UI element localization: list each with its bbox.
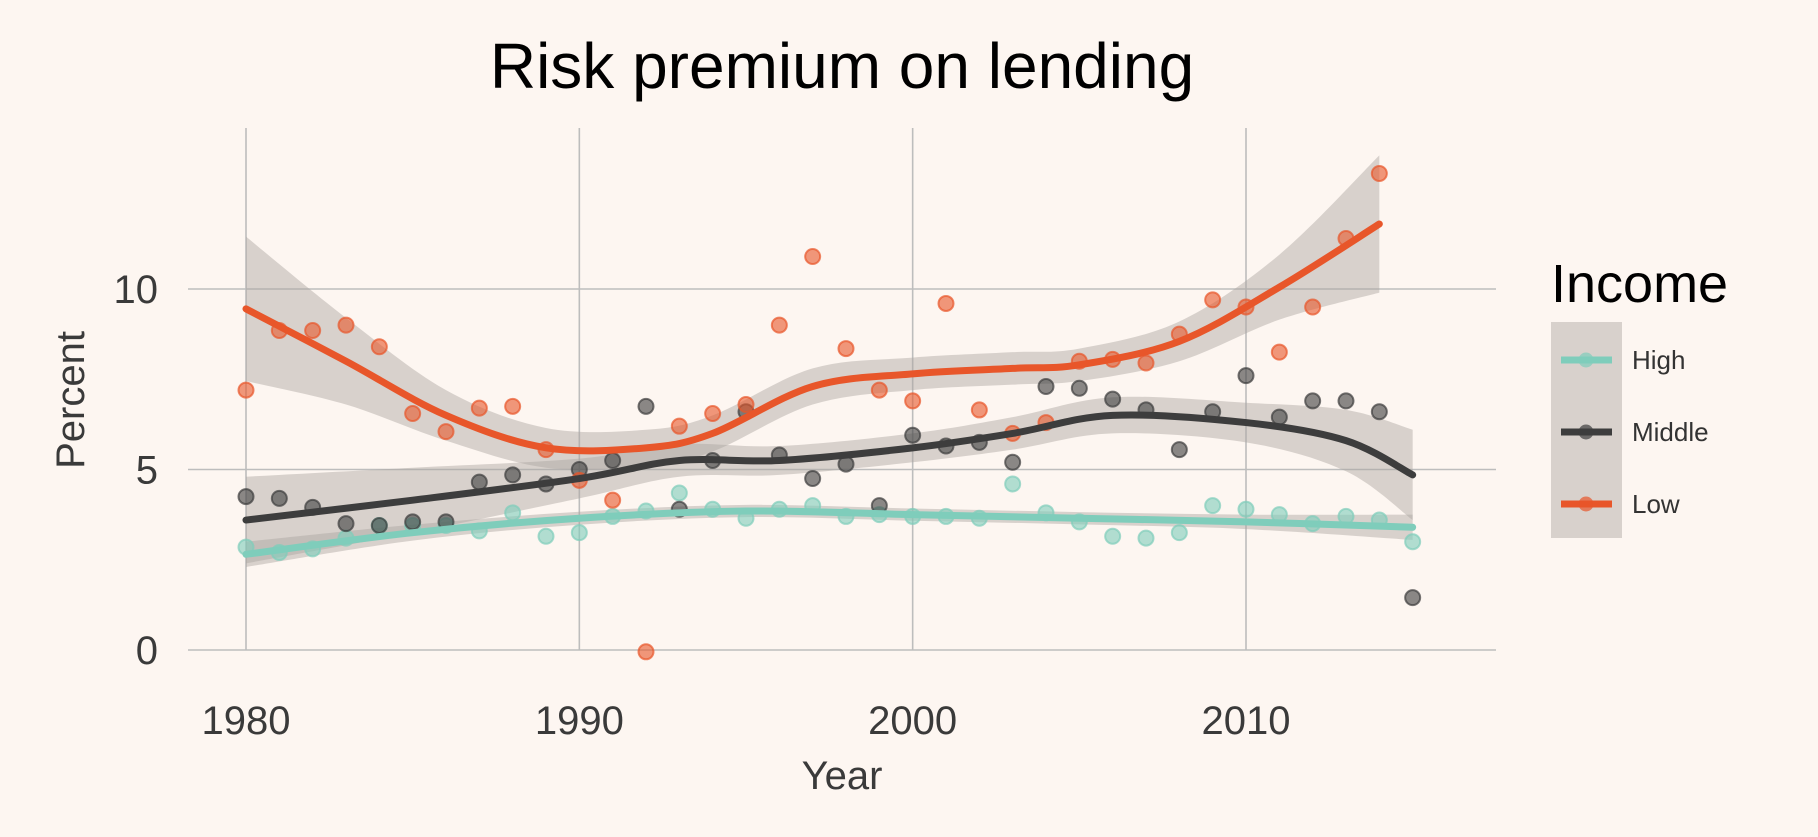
legend-label-middle: Middle [1632, 417, 1709, 447]
point-middle-2010 [1237, 367, 1255, 385]
point-middle-2014 [1370, 403, 1388, 421]
point-low-1997 [804, 248, 822, 266]
legend: Income High Middle Low [1551, 254, 1728, 538]
tick-labels: 1980 1990 2000 2010 0 5 10 [114, 268, 1291, 743]
point-middle-1981 [270, 489, 288, 507]
point-low-2007 [1137, 354, 1155, 372]
point-middle-1991 [604, 451, 622, 469]
point-middle-1997 [804, 470, 822, 488]
point-middle-1988 [504, 466, 522, 484]
point-middle-1983 [337, 515, 355, 533]
point-middle-2012 [1304, 392, 1322, 410]
point-low-1980 [237, 381, 255, 399]
y-axis-title: Percent [49, 331, 93, 469]
point-middle-1992 [637, 397, 655, 415]
legend-point-low [1578, 496, 1594, 512]
point-high-2010 [1237, 500, 1255, 518]
point-high-1990 [570, 524, 588, 542]
point-middle-2004 [1037, 377, 1055, 395]
x-axis-title: Year [802, 754, 883, 798]
x-tick-label-1980: 1980 [202, 699, 291, 743]
point-low-1985 [404, 405, 422, 423]
point-low-1984 [370, 338, 388, 356]
legend-item-high: High [1561, 345, 1685, 375]
point-low-1982 [304, 322, 322, 340]
point-high-1993 [670, 484, 688, 502]
point-middle-2006 [1104, 390, 1122, 408]
point-middle-2003 [1004, 453, 1022, 471]
point-high-2008 [1170, 524, 1188, 542]
legend-item-middle: Middle [1561, 417, 1709, 447]
legend-point-middle [1578, 424, 1594, 440]
point-low-1993 [670, 417, 688, 435]
point-middle-1985 [404, 513, 422, 531]
point-high-2009 [1204, 497, 1222, 515]
point-middle-2013 [1337, 392, 1355, 410]
point-middle-2011 [1270, 408, 1288, 426]
point-low-1992 [637, 643, 655, 661]
legend-label-high: High [1632, 345, 1685, 375]
x-tick-label-1990: 1990 [535, 699, 624, 743]
trend-line-low [242, 220, 1383, 455]
point-low-2011 [1270, 343, 1288, 361]
point-low-1998 [837, 340, 855, 358]
point-low-1991 [604, 491, 622, 509]
confidence-bands [246, 155, 1413, 567]
point-middle-1980 [237, 488, 255, 506]
y-tick-label-0: 0 [136, 629, 158, 673]
legend-items: High Middle Low [1561, 345, 1709, 519]
point-low-2000 [904, 392, 922, 410]
point-middle-2000 [904, 426, 922, 444]
point-low-2009 [1204, 291, 1222, 309]
y-tick-label-10: 10 [114, 268, 159, 312]
point-low-1986 [437, 423, 455, 441]
legend-item-low: Low [1561, 489, 1680, 519]
point-low-2002 [970, 401, 988, 419]
point-low-2001 [937, 294, 955, 312]
trend-lines [242, 220, 1417, 558]
x-tick-label-2000: 2000 [868, 699, 957, 743]
point-middle-1984 [370, 516, 388, 534]
x-tick-label-2010: 2010 [1202, 699, 1291, 743]
point-low-2012 [1304, 298, 1322, 316]
point-middle-2008 [1170, 441, 1188, 459]
point-middle-1987 [470, 473, 488, 491]
chart-title: Risk premium on lending [490, 30, 1194, 102]
point-high-1989 [537, 527, 555, 545]
point-low-1987 [470, 399, 488, 417]
y-tick-label-5: 5 [136, 449, 158, 493]
point-high-1988 [504, 504, 522, 522]
point-low-1996 [770, 316, 788, 334]
point-high-2015 [1404, 533, 1422, 551]
point-middle-2005 [1070, 379, 1088, 397]
point-low-1995 [737, 396, 755, 414]
legend-label-low: Low [1632, 489, 1680, 519]
point-high-2003 [1004, 475, 1022, 493]
trend-line-middle [242, 411, 1417, 524]
point-low-1983 [337, 316, 355, 334]
trend-line-high [242, 507, 1417, 558]
point-low-1994 [704, 405, 722, 423]
point-low-1999 [870, 381, 888, 399]
point-low-1988 [504, 397, 522, 415]
point-middle-2015 [1404, 589, 1422, 607]
point-high-2006 [1104, 527, 1122, 545]
point-high-2007 [1137, 529, 1155, 547]
legend-title: Income [1551, 254, 1728, 314]
legend-point-high [1578, 352, 1594, 368]
point-low-2014 [1370, 164, 1388, 182]
